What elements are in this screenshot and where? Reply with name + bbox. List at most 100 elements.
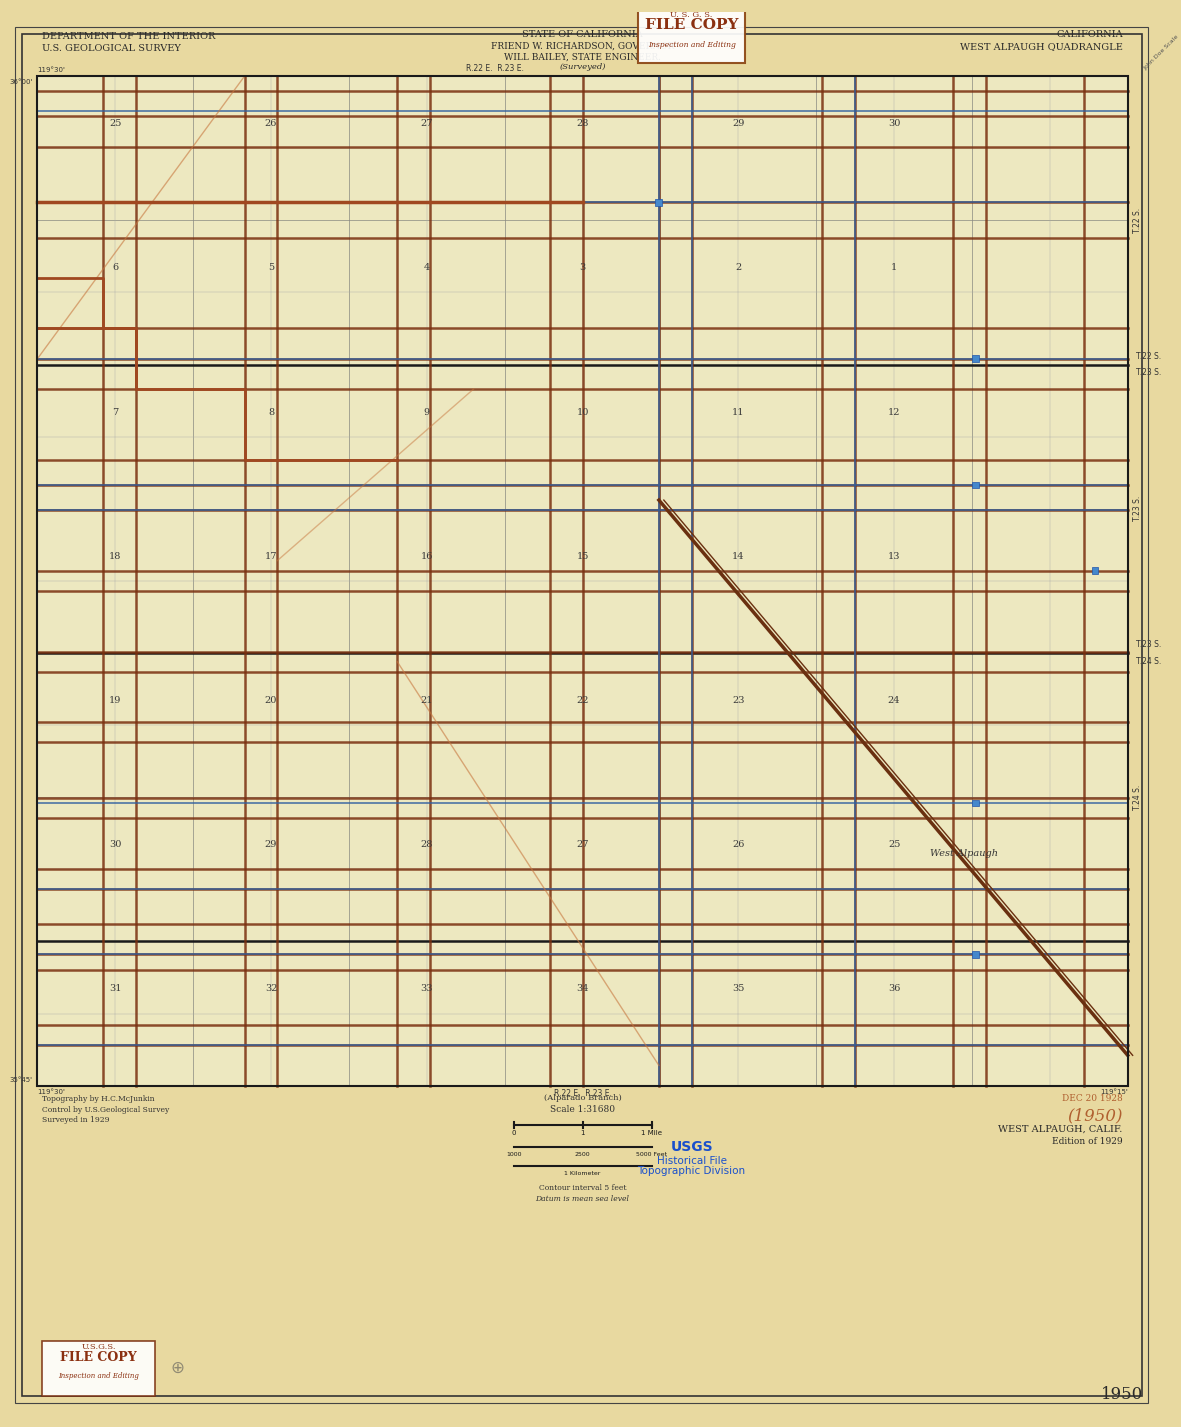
Text: DEC 20 1928: DEC 20 1928 [1062, 1093, 1123, 1103]
Text: Topography by H.C.McJunkin
Control by U.S.Geological Survey
Surveyed in 1929: Topography by H.C.McJunkin Control by U.… [43, 1096, 170, 1124]
Text: Contour interval 5 feet: Contour interval 5 feet [539, 1184, 626, 1192]
Text: 36: 36 [888, 985, 900, 993]
Text: 1: 1 [890, 264, 898, 273]
Text: Scale 1:31680: Scale 1:31680 [550, 1106, 615, 1114]
Text: 1950: 1950 [1101, 1386, 1143, 1403]
Text: WILL BAILEY, STATE ENGINEER.: WILL BAILEY, STATE ENGINEER. [504, 53, 661, 61]
Text: 14: 14 [732, 552, 744, 561]
Text: 6: 6 [112, 264, 118, 273]
Text: 5000 Feet: 5000 Feet [637, 1152, 667, 1157]
Text: T.22 S.: T.22 S. [1133, 208, 1142, 233]
Text: T.23 S.: T.23 S. [1133, 497, 1142, 521]
Text: 25: 25 [109, 118, 122, 128]
Text: 24: 24 [888, 696, 900, 705]
Bar [1091, 568, 1098, 574]
Text: T.22 S.: T.22 S. [1136, 351, 1161, 361]
Bar [972, 799, 979, 806]
Text: 1 Mile: 1 Mile [641, 1130, 663, 1136]
Text: 23: 23 [732, 696, 744, 705]
Text: 29: 29 [265, 841, 278, 849]
Text: STATE OF CALIFORNIA: STATE OF CALIFORNIA [522, 30, 642, 39]
Text: 15: 15 [576, 552, 589, 561]
Text: T.23 S.: T.23 S. [1136, 641, 1161, 649]
Text: WEST ALPAUGH QUADRANGLE: WEST ALPAUGH QUADRANGLE [960, 41, 1123, 50]
FancyBboxPatch shape [43, 1341, 155, 1396]
Text: 30: 30 [109, 841, 122, 849]
Text: 9: 9 [424, 408, 430, 417]
Text: 33: 33 [420, 985, 433, 993]
Text: 119°15': 119°15' [1100, 1089, 1128, 1095]
Text: FILE COPY: FILE COPY [60, 1351, 137, 1364]
FancyBboxPatch shape [638, 10, 745, 63]
Text: West Alpaugh: West Alpaugh [931, 849, 998, 858]
Text: 36°00': 36°00' [9, 78, 33, 86]
Text: Edition of 1929: Edition of 1929 [1052, 1137, 1123, 1146]
Text: 25: 25 [888, 841, 900, 849]
Text: Historical File: Historical File [657, 1156, 726, 1166]
Text: 11: 11 [732, 408, 744, 417]
Text: 8: 8 [268, 408, 274, 417]
Text: 1000: 1000 [505, 1152, 521, 1157]
Text: R.22 E.  R.23 E.: R.22 E. R.23 E. [554, 1089, 612, 1097]
Text: Datum is mean sea level: Datum is mean sea level [535, 1194, 629, 1203]
Text: U.S.G.S.: U.S.G.S. [81, 1343, 116, 1350]
Text: 32: 32 [265, 985, 278, 993]
Text: 35°45': 35°45' [9, 1076, 33, 1083]
Text: 26: 26 [732, 841, 744, 849]
Text: USGS: USGS [671, 1140, 713, 1154]
Text: 27: 27 [576, 841, 589, 849]
Text: 10: 10 [576, 408, 589, 417]
Text: 5: 5 [268, 264, 274, 273]
Text: 31: 31 [109, 985, 122, 993]
Text: FRIEND W. RICHARDSON, GOVERNOR: FRIEND W. RICHARDSON, GOVERNOR [491, 41, 674, 50]
Text: 34: 34 [576, 985, 589, 993]
Text: WEST ALPAUGH, CALIF.: WEST ALPAUGH, CALIF. [998, 1124, 1123, 1134]
Text: 28: 28 [576, 118, 589, 128]
Text: T.23 S.: T.23 S. [1136, 368, 1161, 378]
Text: 16: 16 [420, 552, 433, 561]
Text: John Doe Scale: John Doe Scale [1142, 34, 1180, 71]
Text: 119°30': 119°30' [38, 67, 65, 73]
Text: 28: 28 [420, 841, 433, 849]
Text: T.24 S.: T.24 S. [1136, 656, 1161, 666]
Text: 7: 7 [112, 408, 118, 417]
Text: 18: 18 [109, 552, 122, 561]
Bar [972, 481, 979, 488]
Text: Topographic Division: Topographic Division [638, 1166, 745, 1176]
Bar [972, 355, 979, 362]
Text: R.22 E.  R.23 E.: R.22 E. R.23 E. [466, 64, 524, 73]
Bar [655, 198, 663, 205]
Text: Inspection and Editing: Inspection and Editing [647, 40, 736, 49]
Text: T.24 S.: T.24 S. [1133, 785, 1142, 809]
Text: (1950): (1950) [1068, 1107, 1123, 1124]
Text: 20: 20 [265, 696, 278, 705]
Text: CALIFORNIA: CALIFORNIA [1056, 30, 1123, 39]
Text: 26: 26 [265, 118, 278, 128]
Text: ⊕: ⊕ [170, 1360, 184, 1377]
Text: 2: 2 [736, 264, 742, 273]
Text: 29: 29 [732, 118, 744, 128]
Text: 1: 1 [580, 1130, 585, 1136]
Text: 0: 0 [511, 1130, 516, 1136]
Text: 2500: 2500 [575, 1152, 590, 1157]
Text: (Surveyed): (Surveyed) [560, 63, 606, 71]
Text: 12: 12 [888, 408, 900, 417]
Text: DEPARTMENT OF THE INTERIOR
U.S. GEOLOGICAL SURVEY: DEPARTMENT OF THE INTERIOR U.S. GEOLOGIC… [43, 31, 216, 53]
Text: 35: 35 [732, 985, 744, 993]
Text: 4: 4 [424, 264, 430, 273]
Text: FILE COPY: FILE COPY [645, 17, 738, 31]
Text: 30: 30 [888, 118, 900, 128]
Text: 19: 19 [109, 696, 122, 705]
Text: 3: 3 [580, 264, 586, 273]
Bar [38, 76, 1128, 1086]
Text: 17: 17 [265, 552, 278, 561]
Text: Inspection and Editing: Inspection and Editing [58, 1373, 139, 1380]
Text: 27: 27 [420, 118, 433, 128]
Text: 13: 13 [888, 552, 900, 561]
Text: 22: 22 [576, 696, 589, 705]
Bar [38, 76, 1128, 1086]
Text: (Alparado Branch): (Alparado Branch) [543, 1093, 621, 1102]
Text: 21: 21 [420, 696, 433, 705]
Text: 119°30': 119°30' [38, 1089, 65, 1095]
Bar [972, 950, 979, 958]
